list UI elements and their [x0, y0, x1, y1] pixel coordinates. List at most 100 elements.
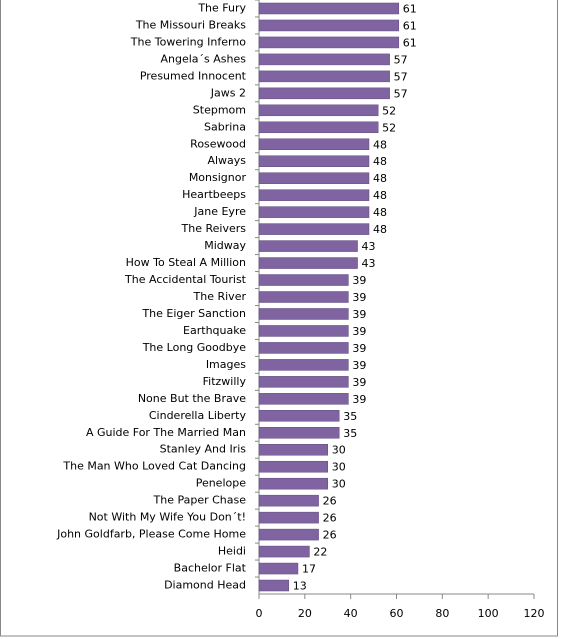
value-label: 43	[362, 257, 376, 270]
value-label: 39	[352, 274, 366, 287]
bar	[258, 121, 379, 134]
bar	[258, 410, 340, 422]
y-tick-label: Monsignor	[189, 171, 247, 184]
bar	[258, 376, 349, 388]
y-tick-label: John Goldfarb, Please Come Home	[56, 528, 246, 541]
value-label: 48	[373, 155, 387, 168]
value-label: 35	[343, 410, 357, 423]
bar	[258, 427, 340, 439]
value-label: 39	[352, 359, 366, 372]
bar	[258, 562, 299, 575]
y-tick-label: The Fury	[197, 1, 246, 14]
y-tick-label: Images	[206, 358, 246, 371]
value-label: 48	[373, 223, 387, 236]
y-tick-label: Penelope	[196, 477, 247, 490]
value-label: 39	[352, 291, 366, 304]
value-label: 48	[373, 189, 387, 202]
value-label: 61	[403, 2, 417, 15]
y-tick-label: The Paper Chase	[153, 494, 247, 507]
value-label: 39	[352, 308, 366, 321]
bar	[258, 19, 400, 32]
y-tick-label: None But the Brave	[138, 392, 246, 405]
y-tick-label: The Eiger Sanction	[141, 307, 246, 320]
y-tick-label: Stanley And Iris	[160, 443, 247, 456]
value-label: 39	[352, 325, 366, 338]
y-tick-label: Jane Eyre	[193, 205, 246, 218]
bar	[258, 189, 370, 201]
bar	[258, 87, 390, 100]
value-label: 39	[352, 342, 366, 355]
y-tick-label: The Accidental Tourist	[124, 273, 247, 286]
bar	[258, 206, 370, 218]
bar	[258, 274, 349, 286]
x-tick-label: 80	[435, 607, 449, 620]
bar	[258, 545, 310, 558]
x-tick-label: 0	[256, 607, 263, 620]
value-label: 26	[323, 529, 337, 542]
value-label: 48	[373, 138, 387, 151]
value-label: 57	[394, 70, 408, 83]
y-tick-label: The River	[193, 290, 247, 303]
bar	[258, 155, 370, 167]
y-tick-label: A Guide For The Married Man	[86, 426, 246, 439]
bar	[258, 70, 390, 83]
y-tick-label: Jaws 2	[210, 86, 246, 99]
bar	[258, 172, 370, 184]
bar	[258, 342, 349, 354]
value-label: 43	[362, 240, 376, 253]
y-tick-label: Heidi	[218, 545, 246, 558]
bar	[258, 494, 319, 507]
y-tick-label: Cinderella Liberty	[149, 409, 247, 422]
bar	[258, 104, 379, 117]
y-tick-label: Earthquake	[183, 324, 246, 337]
bar	[258, 579, 290, 592]
x-tick-label: 60	[390, 607, 404, 620]
y-tick-label: Angela´s Ashes	[161, 52, 247, 65]
bar	[258, 240, 358, 252]
bar	[258, 257, 358, 269]
value-label: 30	[332, 461, 346, 474]
value-label: 17	[302, 563, 316, 576]
bar	[258, 291, 349, 303]
x-tick-label: 100	[478, 607, 499, 620]
value-label: 52	[382, 104, 396, 117]
y-tick-label: Stepmom	[193, 103, 246, 116]
bar	[258, 2, 400, 15]
bar	[258, 477, 328, 490]
y-tick-label: Rosewood	[190, 137, 246, 150]
value-label: 48	[373, 172, 387, 185]
bar	[258, 511, 319, 524]
y-tick-label: Always	[207, 154, 246, 167]
x-tick-label: 20	[298, 607, 312, 620]
value-label: 30	[332, 478, 346, 491]
value-label: 22	[313, 546, 327, 559]
y-tick-label: Presumed Innocent	[140, 69, 247, 82]
bar	[258, 460, 328, 473]
bar	[258, 36, 400, 49]
x-tick-label: 40	[344, 607, 358, 620]
bar	[258, 138, 370, 151]
value-label: 39	[352, 393, 366, 406]
y-tick-label: Fitzwilly	[203, 375, 247, 388]
value-label: 30	[332, 444, 346, 457]
value-label: 57	[394, 87, 408, 100]
y-tick-label: Midway	[204, 239, 246, 252]
value-label: 57	[394, 53, 408, 66]
y-tick-label: The Reivers	[181, 222, 247, 235]
value-label: 35	[343, 427, 357, 440]
bar	[258, 528, 319, 541]
y-tick-label: Heartbeeps	[182, 188, 246, 201]
value-label: 48	[373, 206, 387, 219]
y-tick-label: The Towering Inferno	[130, 35, 246, 48]
value-label: 39	[352, 376, 366, 389]
value-label: 26	[323, 495, 337, 508]
x-tick-label: 120	[524, 607, 545, 620]
bar	[258, 53, 390, 66]
bar	[258, 308, 349, 320]
y-tick-label: Diamond Head	[164, 579, 246, 592]
y-tick-label: Sabrina	[204, 120, 246, 133]
bar	[258, 393, 349, 405]
bar	[258, 223, 370, 235]
y-tick-label: The Long Goodbye	[142, 341, 247, 354]
